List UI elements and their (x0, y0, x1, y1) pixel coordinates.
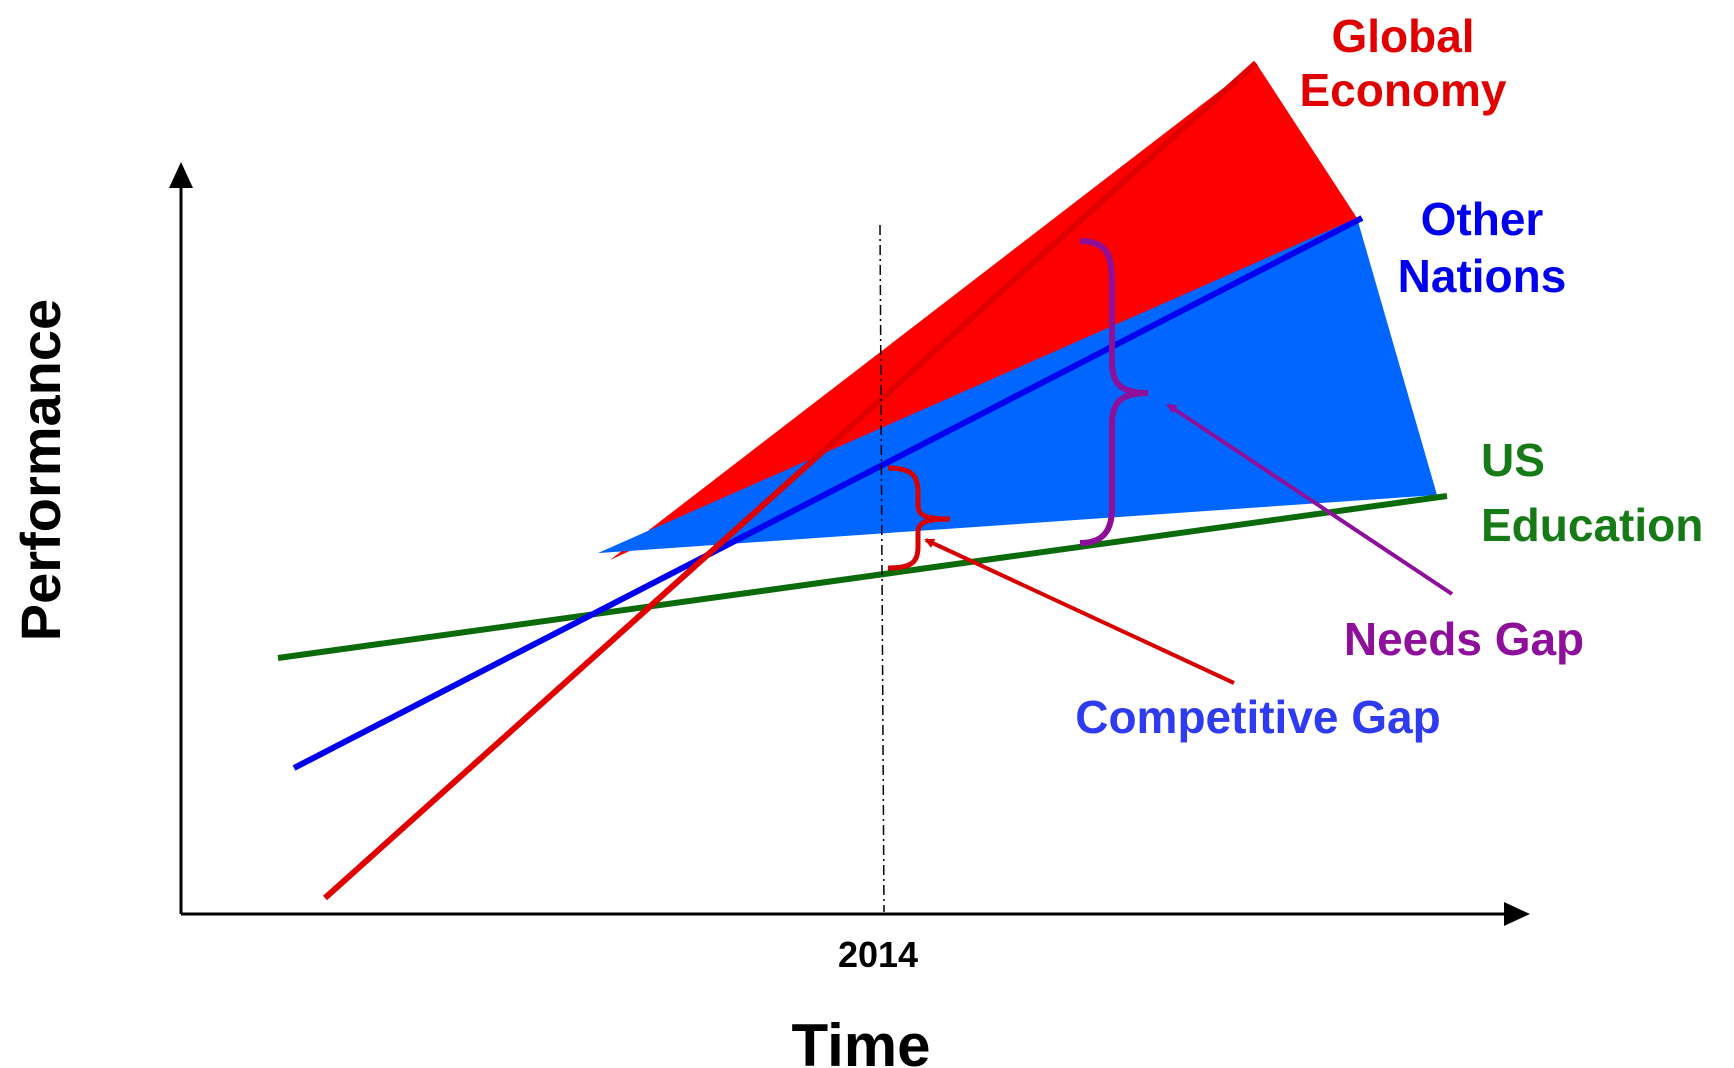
needs-gap-area (610, 63, 1357, 560)
other-nations-label-line1: Other (1421, 193, 1544, 245)
other-nations-label-line2: Nations (1398, 250, 1567, 302)
y-axis-arrowhead (169, 162, 193, 188)
other-nations-line (292, 215, 1364, 771)
competitive-gap-pointer-arrow (924, 538, 1235, 685)
needs-gap-label: Needs Gap (1344, 613, 1584, 665)
year-2014-marker-line (879, 224, 885, 913)
needs-gap-pointer-arrow (1166, 403, 1454, 596)
global-economy-label-line1: Global (1331, 10, 1474, 62)
us-education-line (277, 493, 1448, 661)
competitive-gap-brace (887, 465, 951, 571)
y-axis-label: Performance (9, 299, 72, 641)
needs-gap-brace (1079, 238, 1149, 546)
global-economy-label-line2: Economy (1299, 64, 1506, 116)
global-economy-line (322, 60, 1259, 901)
us-education-label-line2: Education (1481, 499, 1703, 551)
competitive-gap-area (598, 218, 1437, 553)
year-2014-label: 2014 (838, 934, 918, 975)
competitive-gap-label: Competitive Gap (1075, 691, 1441, 743)
us-education-label-line1: US (1481, 434, 1545, 486)
x-axis-arrowhead (1504, 902, 1530, 926)
x-axis-label: Time (792, 1012, 931, 1068)
